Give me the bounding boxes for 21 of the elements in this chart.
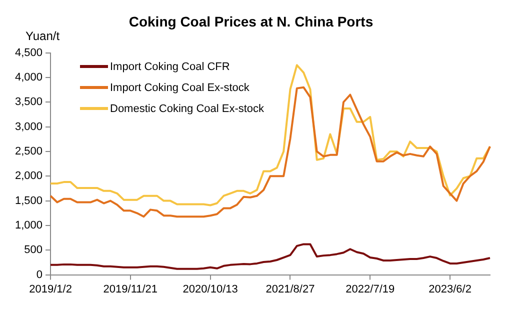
y-tick-label: 500 xyxy=(24,244,43,256)
y-tick-label: 1,500 xyxy=(14,194,43,207)
x-tick-label: 2019/11/21 xyxy=(103,283,158,296)
y-tick-label: 3,500 xyxy=(14,96,43,108)
y-tick-label: 4,500 xyxy=(14,46,43,59)
x-tick-label: 2023/6/2 xyxy=(428,283,472,296)
x-tick-label: 2021/8/27 xyxy=(266,283,315,296)
legend-label: Domestic Coking Coal Ex-stock xyxy=(110,102,264,114)
x-tick-label: 2019/1/2 xyxy=(29,283,72,296)
x-tick-label: 2022/7/19 xyxy=(346,283,395,296)
y-axis-title: Yuan/t xyxy=(26,29,60,44)
y-tick-label: 3,000 xyxy=(14,120,43,133)
y-tick-label: 4,000 xyxy=(14,72,43,84)
legend-label: Import Coking Coal CFR xyxy=(110,60,230,72)
y-tick-label: 1,000 xyxy=(14,220,43,232)
y-tick-label: 0 xyxy=(36,268,43,281)
y-tick-label: 2,000 xyxy=(14,170,43,182)
chart-title: Coking Coal Prices at N. China Ports xyxy=(128,13,374,30)
legend-label: Import Coking Coal Ex-stock xyxy=(110,82,250,94)
x-tick-label: 2020/10/13 xyxy=(182,283,238,296)
y-tick-label: 2,500 xyxy=(14,146,43,158)
